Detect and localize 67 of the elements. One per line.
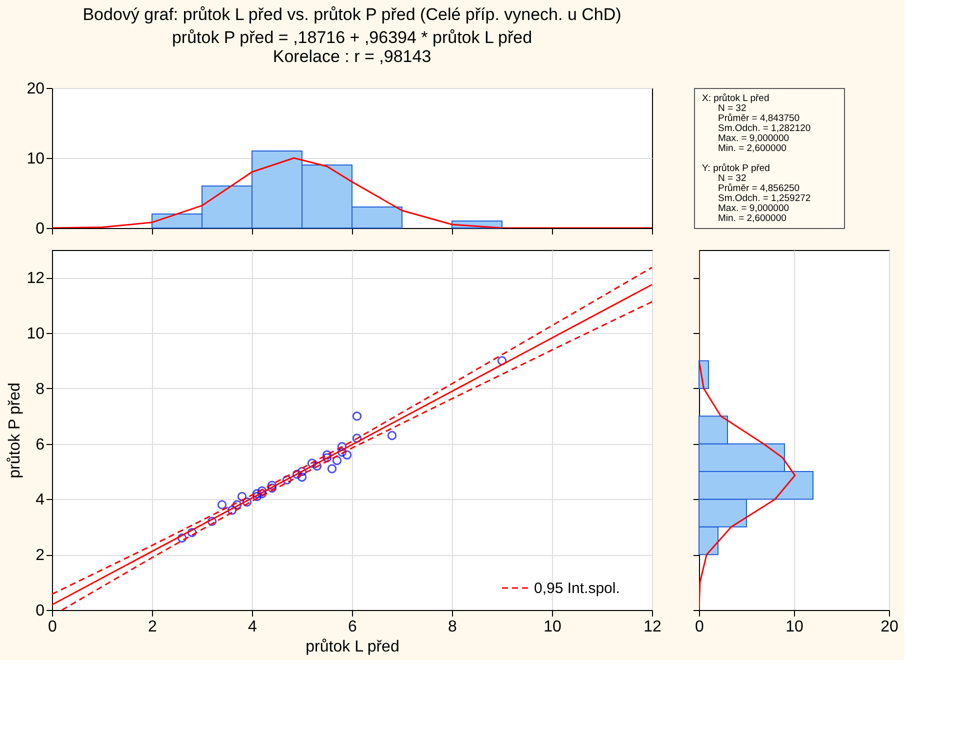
chart-subtitle: průtok P před = ,18716 + ,96394 * průtok L před Korelace : r = ,98143 — [172, 28, 532, 66]
x-tick-label: 0 — [695, 618, 704, 636]
x-tick-label: 12 — [644, 618, 662, 636]
x-tick-label: 0 — [48, 618, 58, 636]
point — [312, 461, 322, 471]
x-tick-label: 10 — [786, 618, 804, 636]
y-tick-label: 0 — [36, 602, 45, 620]
y-tick-label: 12 — [26, 270, 45, 288]
y-tick-label: 6 — [36, 436, 45, 454]
text: X: průtok L před — [702, 93, 770, 104]
y-tick-label: 0 — [36, 220, 45, 238]
point — [207, 516, 217, 526]
point — [342, 450, 352, 460]
point — [282, 475, 292, 484]
y-axis-title: průtok P před — [6, 382, 24, 478]
point — [187, 528, 197, 538]
text: Min. = 2,600000 — [718, 143, 786, 154]
point — [217, 500, 227, 510]
x-tick-label: 6 — [348, 618, 358, 636]
x-axis-title: průtok L před — [306, 638, 400, 656]
y-tick-label: 8 — [36, 380, 45, 398]
point — [257, 489, 267, 498]
point — [322, 450, 332, 460]
point — [177, 533, 187, 543]
point — [297, 466, 307, 476]
text: Max. = 9,000000 — [718, 203, 790, 214]
y-tick-label: 4 — [36, 492, 45, 509]
x-tick-label: 2 — [148, 618, 158, 636]
y-tick-label: 20 — [26, 80, 45, 98]
legend-label: 0,95 Int.spol. — [534, 580, 620, 597]
text: Max. = 9,000000 — [718, 133, 790, 144]
point — [337, 442, 347, 452]
x-tick-label: 10 — [544, 618, 562, 636]
text: Min. = 2,600000 — [718, 213, 786, 224]
point — [297, 472, 307, 482]
y-tick-label: 2 — [36, 547, 45, 564]
point — [267, 480, 277, 490]
point — [337, 448, 347, 457]
y-tick-label: 10 — [26, 326, 45, 343]
point — [227, 506, 237, 515]
point — [327, 464, 337, 474]
point — [292, 470, 302, 479]
x-tick-label: 8 — [448, 618, 458, 636]
text: Sm.Odch. = 1,259272 — [718, 193, 811, 204]
text: Průměr = 4,856250 — [718, 183, 800, 194]
point — [387, 430, 397, 440]
point — [352, 412, 362, 421]
text: Průměr = 4,843750 — [718, 113, 800, 124]
x-tick-label: 4 — [248, 618, 258, 636]
point — [497, 356, 507, 366]
y-tick-label: 10 — [26, 150, 45, 168]
text: N = 32 — [718, 173, 746, 184]
point — [307, 458, 317, 468]
point — [322, 453, 332, 462]
text: Y: průtok P před — [702, 163, 770, 174]
point — [332, 456, 342, 466]
point — [352, 434, 362, 443]
text: Sm.Odch. = 1,282120 — [718, 123, 811, 134]
point — [257, 486, 267, 496]
point — [242, 497, 252, 507]
point — [252, 492, 262, 502]
x-tick-label: 20 — [880, 618, 898, 636]
chart-title: Bodový graf: průtok L před vs. průtok P před (Celé příp. vynech. u ChD) — [82, 5, 622, 24]
point — [252, 489, 262, 498]
point — [232, 500, 242, 510]
point — [267, 484, 277, 493]
text: N = 32 — [718, 103, 746, 114]
